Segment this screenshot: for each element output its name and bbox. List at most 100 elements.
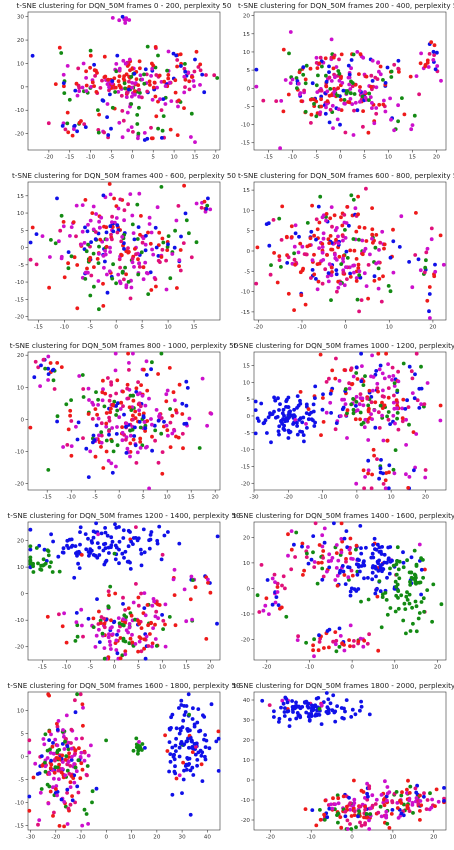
scatter-point bbox=[118, 197, 123, 202]
scatter-point bbox=[126, 606, 131, 611]
y-tick-label: 20 bbox=[17, 353, 25, 359]
scatter-point bbox=[417, 386, 422, 391]
scatter-point bbox=[331, 126, 335, 130]
scatter-point bbox=[374, 574, 378, 579]
scatter-point bbox=[143, 248, 148, 253]
x-tick-label: -20 bbox=[266, 835, 276, 841]
scatter-point bbox=[345, 408, 350, 413]
scatter-point bbox=[355, 108, 360, 113]
scatter-point bbox=[377, 277, 382, 281]
scatter-point bbox=[374, 233, 379, 237]
scatter-point bbox=[391, 413, 396, 418]
scatter-point bbox=[310, 703, 314, 708]
scatter-point bbox=[100, 390, 105, 395]
scatter-point bbox=[119, 253, 124, 258]
scatter-point bbox=[376, 351, 381, 356]
x-tick-label: -20 bbox=[44, 155, 54, 161]
scatter-point bbox=[377, 69, 381, 74]
scatter-point bbox=[62, 275, 67, 280]
scatter-point bbox=[127, 361, 131, 365]
scatter-point bbox=[418, 799, 423, 803]
scatter-point bbox=[193, 140, 197, 145]
scatter-point bbox=[352, 801, 357, 805]
scatter-point bbox=[149, 230, 154, 235]
scatter-point bbox=[265, 578, 270, 582]
scatter-point bbox=[390, 365, 395, 370]
scatter-point bbox=[417, 542, 422, 547]
scatter-point bbox=[144, 359, 149, 364]
scatter-point bbox=[183, 710, 188, 714]
scatter-point bbox=[64, 402, 69, 407]
scatter-point bbox=[343, 402, 348, 406]
scatter-point bbox=[81, 705, 85, 710]
scatter-point bbox=[116, 401, 120, 406]
scatter-point bbox=[137, 639, 142, 644]
scatter-point bbox=[172, 567, 177, 572]
scatter-point bbox=[347, 100, 352, 105]
scatter-points bbox=[255, 521, 444, 659]
scatter-point bbox=[372, 274, 377, 279]
scatter-point bbox=[74, 620, 79, 625]
scatter-point bbox=[333, 802, 337, 807]
scatter-point bbox=[414, 562, 419, 567]
scatter-point bbox=[164, 423, 169, 428]
scatter-point bbox=[37, 543, 42, 548]
scatter-point bbox=[149, 367, 154, 372]
scatter-point bbox=[118, 265, 122, 270]
scatter-point bbox=[86, 475, 91, 479]
scatter-point bbox=[319, 560, 324, 565]
scatter-point bbox=[381, 471, 385, 476]
scatter-point bbox=[65, 543, 69, 548]
scatter-point bbox=[296, 250, 301, 255]
scatter-point bbox=[113, 368, 118, 373]
scatter-point bbox=[81, 723, 85, 728]
scatter-point bbox=[301, 573, 305, 577]
scatter-point bbox=[363, 822, 367, 827]
scatter-point bbox=[289, 529, 294, 533]
scatter-point bbox=[122, 208, 127, 213]
scatter-point bbox=[74, 424, 78, 429]
scatter-point bbox=[59, 256, 64, 261]
scatter-point bbox=[147, 486, 152, 491]
scatter-point bbox=[175, 286, 179, 290]
scatter-point bbox=[50, 744, 55, 749]
scatter-point bbox=[145, 89, 150, 94]
scatter-point bbox=[269, 440, 273, 445]
x-tick-label: 10 bbox=[386, 325, 394, 331]
scatter-point bbox=[79, 761, 84, 766]
scatter-point bbox=[138, 446, 143, 450]
scatter-point bbox=[80, 623, 84, 628]
scatter-point bbox=[39, 363, 43, 368]
scatter-point bbox=[320, 281, 325, 286]
scatter-point bbox=[329, 247, 333, 252]
scatter-point bbox=[383, 109, 388, 114]
scatter-point bbox=[116, 616, 121, 620]
scatter-point bbox=[283, 586, 287, 591]
scatter-point bbox=[306, 417, 311, 422]
scatter-point bbox=[302, 439, 306, 444]
scatter-point bbox=[126, 630, 130, 635]
scatter-point bbox=[292, 542, 296, 547]
scatter-point bbox=[329, 265, 334, 270]
scatter-point bbox=[357, 237, 361, 242]
scatter-point bbox=[287, 51, 291, 56]
scatter-point bbox=[372, 278, 377, 283]
scatter-point bbox=[391, 374, 396, 378]
scatter-point bbox=[113, 591, 118, 596]
scatter-point bbox=[196, 707, 201, 711]
scatter-points bbox=[27, 692, 221, 829]
scatter-point bbox=[97, 112, 101, 117]
scatter-point bbox=[137, 261, 142, 266]
scatter-point bbox=[366, 438, 371, 442]
scatter-point bbox=[68, 764, 73, 768]
scatter-point bbox=[321, 396, 325, 400]
scatter-point bbox=[312, 252, 316, 257]
scatter-point bbox=[330, 368, 335, 373]
scatter-point bbox=[194, 49, 199, 54]
scatter-point bbox=[56, 554, 61, 559]
scatter-point bbox=[116, 90, 121, 94]
scatter-point bbox=[310, 81, 315, 86]
scatter-point bbox=[413, 786, 418, 791]
scatter-point bbox=[216, 769, 221, 773]
scatter-point bbox=[91, 227, 96, 232]
